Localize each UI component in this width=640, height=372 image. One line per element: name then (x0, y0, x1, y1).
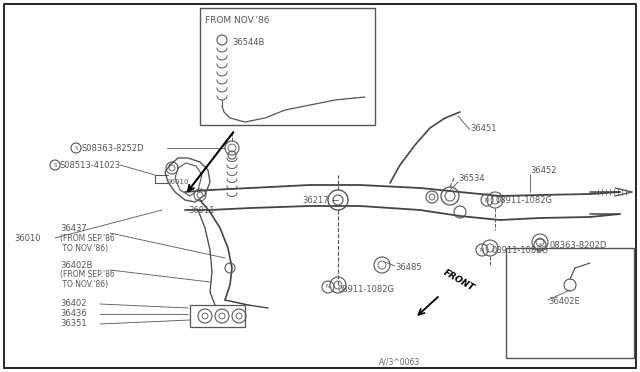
Text: 36534: 36534 (458, 173, 484, 183)
Text: 08363-8202D: 08363-8202D (550, 241, 607, 250)
Text: N: N (485, 198, 489, 202)
Text: (FROM SEP.'86: (FROM SEP.'86 (60, 234, 115, 243)
Text: 08911-1082G: 08911-1082G (496, 196, 553, 205)
Text: S: S (53, 163, 57, 167)
Text: S08363-8252D: S08363-8252D (82, 144, 145, 153)
Bar (200, 8, 375, 125)
Text: S: S (538, 243, 541, 247)
Text: N: N (480, 247, 484, 253)
Text: FROM NOV.'86: FROM NOV.'86 (205, 16, 269, 25)
Text: A//3^0063: A//3^0063 (380, 357, 420, 366)
Text: TO NOV.'86): TO NOV.'86) (60, 280, 108, 289)
Text: FRONT: FRONT (442, 268, 476, 293)
Text: 36544B: 36544B (232, 38, 264, 46)
Text: 36402B: 36402B (60, 260, 92, 269)
Bar (190, 305, 245, 327)
Text: S08513-41023: S08513-41023 (60, 160, 121, 170)
Text: 08911-1082G: 08911-1082G (492, 246, 549, 254)
Text: 36010: 36010 (14, 234, 40, 243)
Text: N: N (326, 285, 330, 289)
Text: (FROM SEP.'86: (FROM SEP.'86 (60, 270, 115, 279)
Text: 36011: 36011 (188, 205, 214, 215)
Text: 36437: 36437 (60, 224, 87, 232)
Text: 36452: 36452 (530, 166, 557, 174)
Text: 36217: 36217 (302, 196, 328, 205)
Text: 36402: 36402 (60, 299, 86, 308)
Text: 36402E: 36402E (548, 298, 580, 307)
Text: 36485: 36485 (395, 263, 422, 273)
Text: 36351: 36351 (60, 320, 86, 328)
Text: 08911-1082G: 08911-1082G (338, 285, 395, 295)
Text: 36451: 36451 (470, 124, 497, 132)
Text: 36436: 36436 (60, 310, 87, 318)
Text: S: S (74, 145, 77, 151)
Bar (506, 248, 634, 358)
Text: 36010: 36010 (167, 179, 189, 185)
Text: TO NOV.'86): TO NOV.'86) (60, 244, 108, 253)
